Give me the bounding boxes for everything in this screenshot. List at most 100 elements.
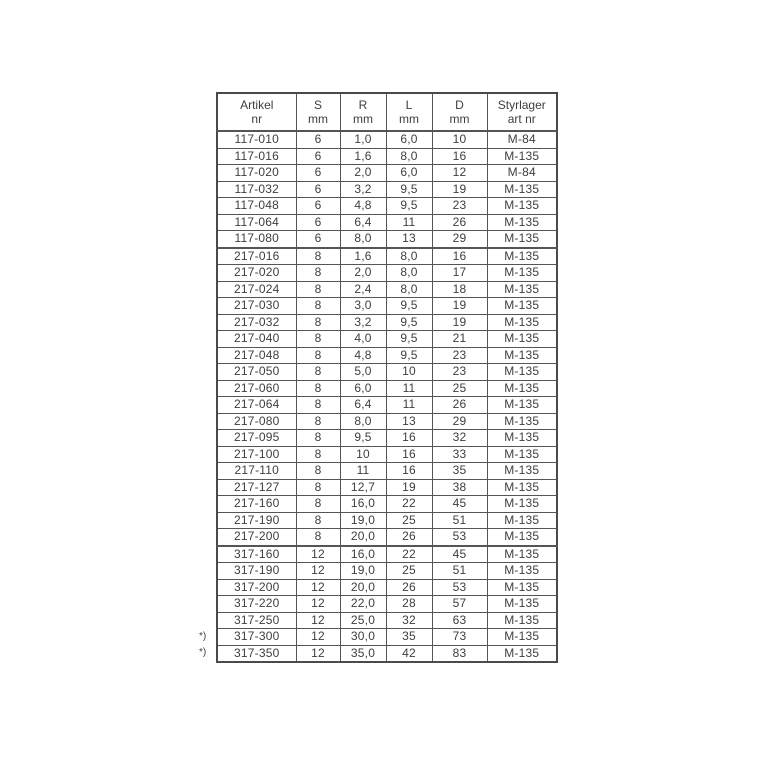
cell-l-mm: 8,0 — [385, 280, 433, 298]
cell-l-mm: 26 — [385, 528, 433, 546]
cell-d-mm: 23 — [431, 363, 488, 381]
cell-d-mm: 23 — [431, 346, 488, 364]
cell-d-mm: 29 — [431, 230, 488, 248]
cell-artikel-nr: 117-032 — [216, 180, 297, 198]
table-row: 217-160 8 16,0 22 45 M-135 — [216, 495, 558, 513]
cell-l-mm: 16 — [385, 462, 433, 480]
cell-artikel-nr: 217-160 — [216, 495, 297, 513]
cell-styrlager-art-nr: M-135 — [486, 628, 558, 646]
cell-styrlager-art-nr: M-135 — [486, 230, 558, 248]
cell-d-mm: 51 — [431, 511, 488, 529]
cell-styrlager-art-nr: M-135 — [486, 264, 558, 282]
column-header-line2: mm — [449, 112, 470, 126]
cell-d-mm: 45 — [431, 544, 488, 563]
cell-d-mm: 26 — [431, 396, 488, 414]
table-row: 217-040 8 4,0 9,5 21 M-135 — [216, 330, 558, 348]
table-row: 317-250 12 25,0 32 63 M-135 — [216, 611, 558, 629]
table-row: 217-030 8 3,0 9,5 19 M-135 — [216, 297, 558, 315]
cell-l-mm: 22 — [385, 495, 433, 513]
cell-artikel-nr: 217-020 — [216, 264, 297, 282]
cell-artikel-nr: 217-016 — [216, 246, 297, 265]
cell-d-mm: 12 — [431, 164, 488, 182]
cell-d-mm: 25 — [431, 379, 488, 397]
cell-s-mm: 8 — [295, 313, 341, 331]
cell-l-mm: 9,5 — [385, 330, 433, 348]
cell-s-mm: 8 — [295, 445, 341, 463]
cell-styrlager-art-nr: M-135 — [486, 330, 558, 348]
cell-styrlager-art-nr: M-135 — [486, 544, 558, 563]
cell-artikel-nr: 217-190 — [216, 511, 297, 529]
cell-l-mm: 25 — [385, 511, 433, 529]
cell-l-mm: 9,5 — [385, 297, 433, 315]
table-row: 117-048 6 4,8 9,5 23 M-135 — [216, 197, 558, 215]
cell-r-mm: 6,4 — [339, 396, 387, 414]
cell-s-mm: 8 — [295, 511, 341, 529]
cell-styrlager-art-nr: M-135 — [486, 478, 558, 496]
column-header-line1: D — [455, 98, 464, 112]
cell-r-mm: 1,0 — [339, 130, 387, 149]
table-row: 217-048 8 4,8 9,5 23 M-135 — [216, 346, 558, 364]
cell-s-mm: 12 — [295, 595, 341, 613]
cell-r-mm: 2,0 — [339, 164, 387, 182]
cell-r-mm: 12,7 — [339, 478, 387, 496]
cell-styrlager-art-nr: M-135 — [486, 363, 558, 381]
cell-s-mm: 6 — [295, 197, 341, 215]
column-header-line2: art nr — [507, 112, 536, 126]
cell-r-mm: 19,0 — [339, 511, 387, 529]
cell-s-mm: 8 — [295, 330, 341, 348]
cell-l-mm: 9,5 — [385, 346, 433, 364]
table-body: 117-010 6 1,0 6,0 10 M-84 117-016 6 1,6 8,0 16 M-13… — [216, 130, 558, 663]
cell-styrlager-art-nr: M-135 — [486, 528, 558, 546]
cell-r-mm: 22,0 — [339, 595, 387, 613]
table-row: 217-127 8 12,7 19 38 M-135 — [216, 478, 558, 496]
table-row: 217-100 8 10 16 33 M-135 — [216, 445, 558, 463]
cell-s-mm: 8 — [295, 429, 341, 447]
cell-l-mm: 19 — [385, 478, 433, 496]
table-row: 217-080 8 8,0 13 29 M-135 — [216, 412, 558, 430]
cell-l-mm: 6,0 — [385, 164, 433, 182]
cell-s-mm: 6 — [295, 130, 341, 149]
cell-d-mm: 83 — [431, 644, 488, 663]
cell-s-mm: 8 — [295, 412, 341, 430]
cell-l-mm: 11 — [385, 213, 433, 231]
column-header-styrlager-art-nr: Styrlager art nr — [486, 92, 558, 132]
cell-s-mm: 12 — [295, 644, 341, 663]
cell-d-mm: 35 — [431, 462, 488, 480]
table-row: 217-060 8 6,0 11 25 M-135 — [216, 379, 558, 397]
cell-l-mm: 26 — [385, 578, 433, 596]
column-header-line2: mm — [399, 112, 419, 126]
cell-l-mm: 16 — [385, 445, 433, 463]
cell-styrlager-art-nr: M-135 — [486, 462, 558, 480]
cell-l-mm: 35 — [385, 628, 433, 646]
cell-l-mm: 13 — [385, 412, 433, 430]
cell-styrlager-art-nr: M-135 — [486, 180, 558, 198]
cell-r-mm: 6,4 — [339, 213, 387, 231]
cell-r-mm: 20,0 — [339, 578, 387, 596]
table-row: 217-095 8 9,5 16 32 M-135 — [216, 429, 558, 447]
cell-s-mm: 12 — [295, 544, 341, 563]
cell-l-mm: 9,5 — [385, 197, 433, 215]
table-row: 117-080 6 8,0 13 29 M-135 — [216, 230, 558, 248]
cell-d-mm: 19 — [431, 297, 488, 315]
cell-artikel-nr: 217-080 — [216, 412, 297, 430]
cell-s-mm: 12 — [295, 628, 341, 646]
cell-r-mm: 3,2 — [339, 313, 387, 331]
cell-styrlager-art-nr: M-135 — [486, 611, 558, 629]
table-row: 217-200 8 20,0 26 53 M-135 — [216, 528, 558, 546]
column-header-line2: mm — [353, 112, 373, 126]
cell-l-mm: 22 — [385, 544, 433, 563]
cell-artikel-nr: 317-200 — [216, 578, 297, 596]
cell-artikel-nr: 217-200 — [216, 528, 297, 546]
cell-styrlager-art-nr: M-135 — [486, 297, 558, 315]
table-row: 317-160 12 16,0 22 45 M-135 — [216, 544, 558, 563]
cell-d-mm: 23 — [431, 197, 488, 215]
cell-artikel-nr: 317-250 — [216, 611, 297, 629]
table-row: 317-200 12 20,0 26 53 M-135 — [216, 578, 558, 596]
table-row: 217-016 8 1,6 8,0 16 M-135 — [216, 246, 558, 265]
cell-s-mm: 6 — [295, 230, 341, 248]
cell-r-mm: 4,8 — [339, 346, 387, 364]
